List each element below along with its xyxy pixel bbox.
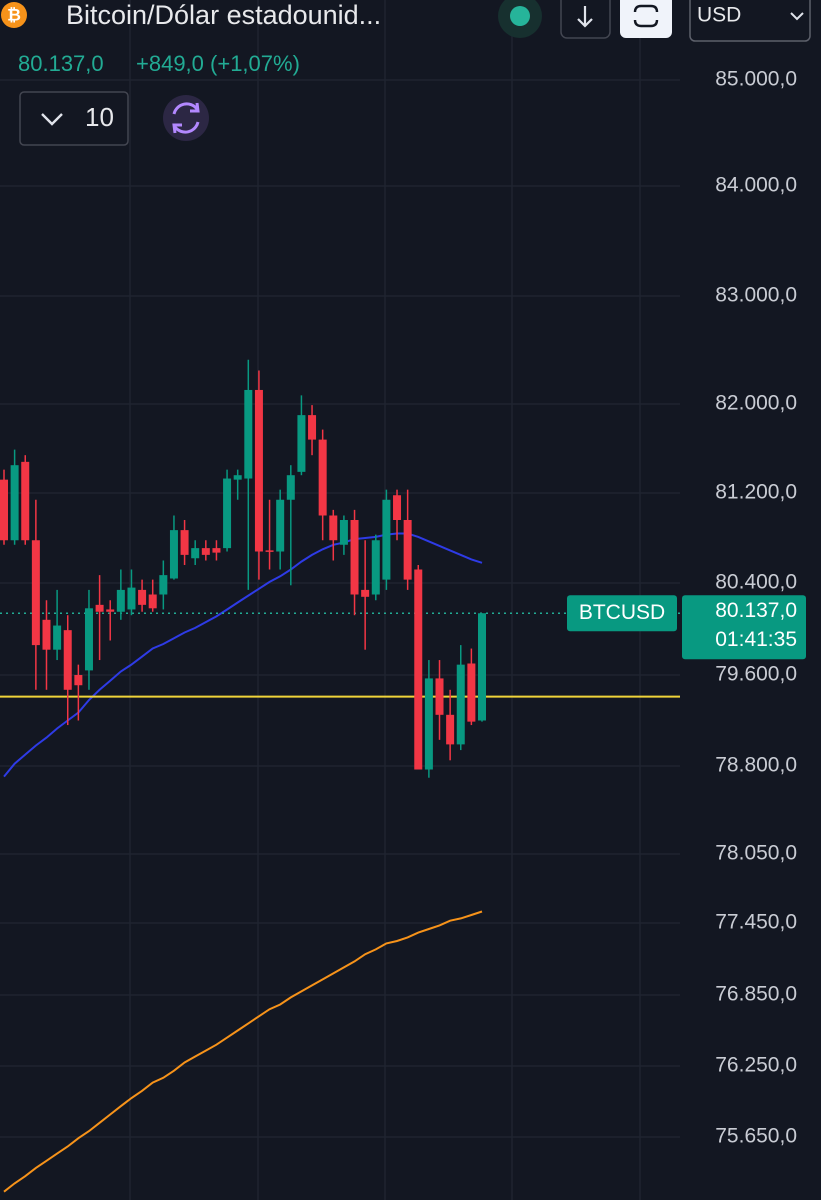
grid bbox=[129, 0, 641, 1200]
indicator-count: 10 bbox=[85, 102, 114, 132]
candle-body bbox=[212, 548, 221, 553]
y-tick-label: 77.450,0 bbox=[715, 911, 797, 934]
candle-body bbox=[127, 587, 136, 610]
candle-body bbox=[21, 461, 30, 541]
candle-body bbox=[201, 548, 210, 555]
symbol-title[interactable]: Bitcoin/Dólar estadounid... bbox=[66, 0, 381, 30]
bitcoin-symbol: ₿ bbox=[7, 5, 21, 24]
plot bbox=[0, 79, 680, 1193]
y-tick-label: 84.000,0 bbox=[715, 174, 797, 197]
candle-body bbox=[169, 530, 178, 579]
y-tick-label: 75.650,0 bbox=[715, 1125, 797, 1148]
y-tick-label: 79.600,0 bbox=[715, 663, 797, 686]
candle-body bbox=[74, 675, 83, 686]
download-icon bbox=[577, 6, 593, 28]
price-badge-label: 80.137,0 bbox=[715, 599, 797, 622]
candle-body bbox=[339, 520, 348, 545]
y-tick-label: 81.200,0 bbox=[715, 481, 797, 504]
bitcoin-icon bbox=[1, 2, 27, 28]
currency-select[interactable] bbox=[689, 0, 811, 42]
candle-body bbox=[31, 540, 40, 646]
candle-body bbox=[403, 520, 412, 580]
candle-body bbox=[254, 389, 263, 552]
candle-body bbox=[446, 714, 455, 745]
currency-label: USD bbox=[697, 4, 741, 27]
y-tick-label: 83.000,0 bbox=[715, 284, 797, 307]
symbol-badge-label: BTCUSD bbox=[579, 601, 665, 624]
candle-body bbox=[478, 613, 486, 721]
candle-body bbox=[180, 530, 189, 555]
y-tick-label: 80.400,0 bbox=[715, 571, 797, 594]
candle-body bbox=[329, 515, 338, 541]
candle-body bbox=[233, 475, 242, 480]
candle-body bbox=[244, 389, 253, 479]
candle-body bbox=[297, 415, 306, 472]
candle-body bbox=[467, 663, 476, 722]
candle-body bbox=[456, 664, 465, 745]
candle-body bbox=[382, 499, 391, 580]
candle-body bbox=[393, 495, 402, 520]
sync-icon bbox=[172, 102, 200, 134]
moving-average bbox=[3, 910, 483, 1193]
symbol-badge bbox=[567, 595, 677, 632]
candle-body bbox=[95, 604, 104, 612]
candle-body bbox=[350, 520, 359, 595]
candle-body bbox=[106, 609, 115, 612]
candle-body bbox=[10, 465, 19, 541]
candle-body bbox=[0, 479, 8, 541]
candle-body bbox=[42, 619, 51, 650]
indicator-toggle[interactable] bbox=[19, 91, 129, 146]
candle-body bbox=[148, 594, 157, 609]
y-tick-label: 82.000,0 bbox=[715, 392, 797, 415]
status-dot bbox=[510, 6, 530, 26]
fullscreen-icon bbox=[633, 4, 659, 28]
y-tick-label: 76.850,0 bbox=[715, 983, 797, 1006]
candle-body bbox=[191, 548, 200, 559]
candle-body bbox=[138, 589, 147, 605]
y-tick-label: 85.000,0 bbox=[715, 68, 797, 91]
candle-body bbox=[424, 678, 433, 770]
candle-body bbox=[371, 540, 380, 595]
price-change: +849,0 (+1,07%) bbox=[136, 51, 300, 76]
sync-button[interactable] bbox=[163, 95, 209, 141]
candle-body bbox=[53, 625, 62, 650]
candle-body bbox=[223, 478, 232, 549]
countdown-label: 01:41:35 bbox=[715, 628, 797, 651]
candle-body bbox=[63, 630, 72, 690]
moving-average bbox=[3, 532, 483, 778]
y-tick-label: 76.250,0 bbox=[715, 1054, 797, 1077]
candle-body bbox=[276, 499, 285, 552]
candle-body bbox=[265, 550, 274, 552]
currency-chevron bbox=[790, 12, 804, 21]
candle-body bbox=[318, 439, 327, 516]
sync-arrows bbox=[172, 102, 200, 134]
toggle-chevron bbox=[41, 113, 63, 126]
candle-body bbox=[361, 589, 370, 597]
candle-body bbox=[84, 608, 93, 671]
candle-body bbox=[414, 569, 423, 770]
candle-body bbox=[435, 678, 444, 715]
fullscreen-button[interactable] bbox=[620, 0, 672, 38]
last-price: 80.137,0 bbox=[18, 51, 104, 76]
price-badge bbox=[682, 595, 806, 660]
candle-body bbox=[116, 589, 125, 612]
y-tick-label: 78.800,0 bbox=[715, 754, 797, 777]
y-tick-label: 78.050,0 bbox=[715, 842, 797, 865]
candle-body bbox=[286, 475, 295, 500]
candle-body bbox=[159, 575, 168, 595]
candle-body bbox=[308, 415, 317, 440]
